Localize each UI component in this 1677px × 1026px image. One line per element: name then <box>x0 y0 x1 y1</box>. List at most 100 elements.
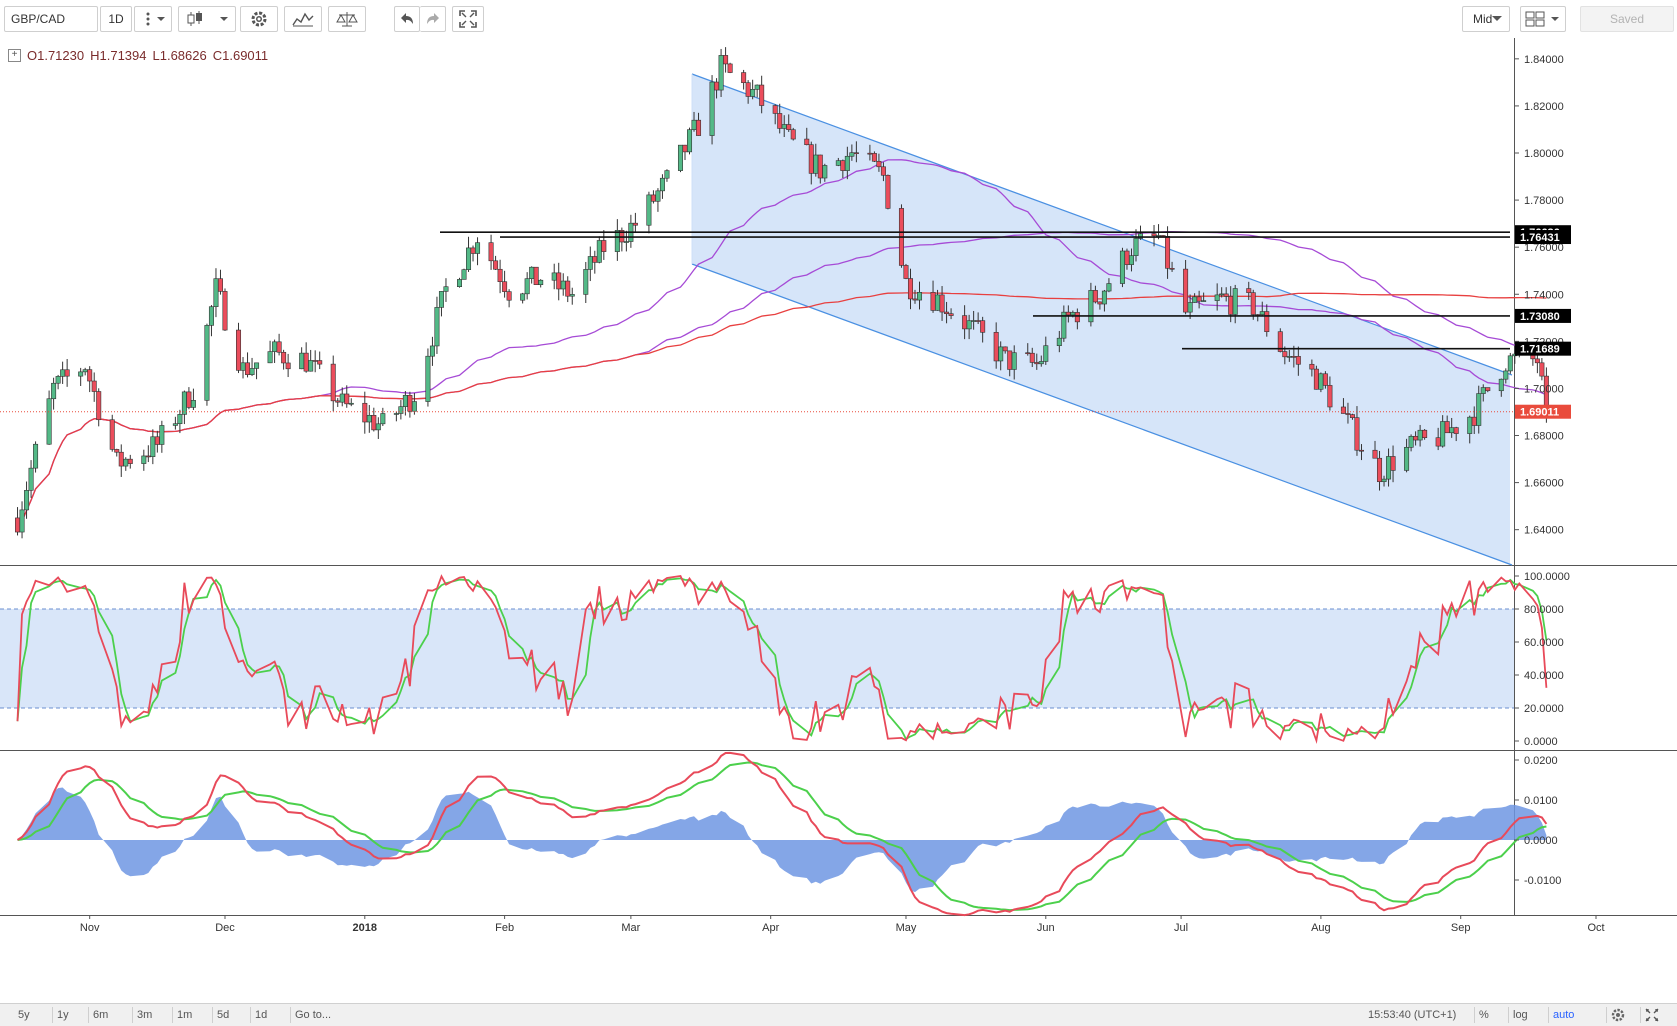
goto-button[interactable]: Go to... <box>290 1007 335 1023</box>
candle-body <box>1318 373 1324 390</box>
candle-body <box>786 124 792 131</box>
candle-body <box>28 467 34 491</box>
candle-body <box>935 294 941 311</box>
candle-body <box>1165 236 1171 269</box>
bottom-toolbar: 5y 1y 6m 3m 1m 5d 1d Go to... 15:53:40 (… <box>0 1003 1677 1026</box>
candle-body <box>335 400 341 403</box>
candle-body <box>434 307 440 347</box>
range-3m[interactable]: 3m <box>132 1007 156 1023</box>
range-1y[interactable]: 1y <box>52 1007 73 1023</box>
candle-body <box>1025 352 1031 355</box>
candle-body <box>82 369 88 373</box>
stoch-d-line <box>16 577 1548 741</box>
candle-body <box>556 272 562 290</box>
time-tick-label: Dec <box>215 922 235 934</box>
layout-button[interactable] <box>1520 6 1566 32</box>
candle-body <box>466 247 472 270</box>
price-label-text: 1.71689 <box>1520 344 1560 356</box>
candle-body <box>840 160 846 171</box>
candle-body <box>1246 288 1252 293</box>
range-5d[interactable]: 5d <box>212 1007 233 1023</box>
candle-body <box>303 352 309 372</box>
candle-body <box>407 394 413 412</box>
candle-body <box>1002 346 1008 352</box>
candle-body <box>348 402 354 405</box>
scales-icon <box>336 12 358 27</box>
candle-body <box>1286 356 1292 358</box>
ohlc-open: O1.71230 <box>27 48 85 63</box>
expand-plus-icon[interactable]: + <box>8 49 21 62</box>
range-1m[interactable]: 1m <box>172 1007 196 1023</box>
save-button[interactable]: Saved <box>1580 6 1674 32</box>
candle-body <box>1011 352 1017 370</box>
candle-body <box>1480 387 1486 394</box>
candle-body <box>1345 413 1351 415</box>
range-5y[interactable]: 5y <box>18 1009 30 1021</box>
collapse-button[interactable] <box>1640 1007 1663 1023</box>
candle-body <box>281 351 287 364</box>
stoch-tick-label: 60.0000 <box>1524 637 1564 649</box>
ohlc-high: H1.71394 <box>90 48 147 63</box>
candle-body <box>1201 300 1207 302</box>
price-label-text: 1.69011 <box>1520 407 1559 419</box>
candle-body <box>172 423 178 426</box>
price-tick-label: 1.70000 <box>1524 383 1564 395</box>
candle-body <box>222 291 228 331</box>
candle-body <box>646 194 652 226</box>
candle-body <box>835 160 841 166</box>
candle-body <box>208 306 214 326</box>
candle-body <box>145 455 151 458</box>
chart-area[interactable]: 1.84000 1.82000 1.80000 1.78000 1.76000 1.740… <box>0 38 1677 1003</box>
fullscreen-icon <box>459 10 477 28</box>
range-6m[interactable]: 6m <box>88 1007 112 1023</box>
interval-dropdown-button[interactable] <box>134 6 172 32</box>
candle-body <box>1264 311 1270 332</box>
compare-button[interactable] <box>328 6 366 32</box>
candle-body <box>272 341 278 352</box>
candle-body <box>1128 255 1134 265</box>
candles-group <box>15 47 1549 539</box>
fullscreen-button[interactable] <box>452 6 484 32</box>
candle-body <box>971 320 977 322</box>
chart-style-button[interactable] <box>178 6 236 32</box>
candle-body <box>664 170 670 179</box>
undo-button[interactable] <box>394 6 420 32</box>
candle-body <box>592 256 598 263</box>
interval-button[interactable]: 1D <box>100 6 132 32</box>
candle-body <box>1354 417 1360 451</box>
candle-body <box>808 144 814 174</box>
price-tick-label: 1.78000 <box>1524 195 1564 207</box>
candle-body <box>1169 268 1175 270</box>
settings-button[interactable] <box>240 6 278 32</box>
candle-body <box>1056 337 1062 346</box>
chart-settings-button[interactable] <box>1606 1007 1629 1023</box>
percent-toggle[interactable]: % <box>1474 1007 1493 1023</box>
candle-body <box>245 362 251 375</box>
candle-body <box>1106 283 1112 292</box>
price-tick-label: 1.80000 <box>1524 148 1564 160</box>
indicators-button[interactable] <box>284 6 322 32</box>
candle-body <box>727 63 733 73</box>
time-tick-label: Aug <box>1311 922 1331 934</box>
candle-body <box>429 345 435 357</box>
price-label-text: 1.76431 <box>1520 232 1560 244</box>
compare-icon <box>292 12 314 27</box>
price-chart[interactable]: 1.84000 1.82000 1.80000 1.78000 1.76000 1.740… <box>0 38 1677 1003</box>
clock-readout[interactable]: 15:53:40 (UTC+1) <box>1368 1009 1457 1021</box>
range-1d[interactable]: 1d <box>250 1007 271 1023</box>
redo-button[interactable] <box>420 6 446 32</box>
candle-body <box>804 138 810 146</box>
candle-body <box>993 332 999 362</box>
candle-body <box>975 320 981 322</box>
macd-tick-label: 0.0100 <box>1524 795 1558 807</box>
log-toggle[interactable]: log <box>1508 1007 1532 1023</box>
auto-toggle[interactable]: auto <box>1548 1007 1578 1023</box>
candle-body <box>1453 427 1459 434</box>
time-tick-label: Nov <box>80 922 100 934</box>
price-source-select[interactable]: Mid <box>1462 6 1510 32</box>
candle-body <box>1061 311 1067 339</box>
candle-body <box>962 315 968 330</box>
candle-body <box>317 360 323 365</box>
candle-body <box>402 394 408 407</box>
symbol-search-input[interactable]: GBP/CAD <box>4 6 98 32</box>
